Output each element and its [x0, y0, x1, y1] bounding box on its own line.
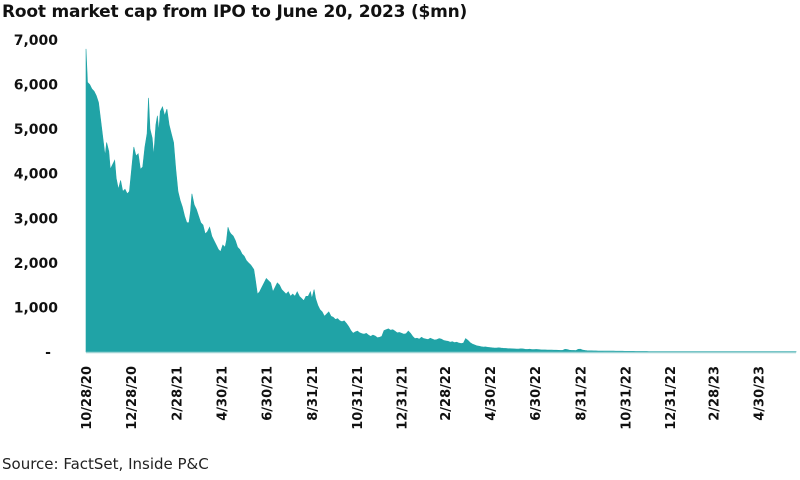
y-tick-label: -	[45, 345, 51, 361]
x-tick-label: 2/28/21	[171, 366, 186, 421]
y-tick-label: 1,000	[14, 300, 59, 316]
x-tick-label: 6/30/21	[260, 366, 275, 421]
x-tick-label: 10/31/21	[351, 366, 366, 430]
source-note: Source: FactSet, Inside P&C	[2, 455, 209, 473]
x-tick-label: 6/30/22	[529, 366, 544, 421]
series-area	[85, 48, 797, 353]
x-tick-label: 8/31/22	[574, 366, 589, 421]
x-tick-label: 4/30/23	[753, 366, 768, 421]
y-axis: - 1,000 2,000 3,000 4,000 5,000 6,000 7,000	[14, 33, 59, 361]
plot-area	[85, 48, 797, 354]
y-tick-label: 3,000	[14, 211, 59, 227]
y-tick-label: 6,000	[14, 78, 59, 94]
y-tick-label: 4,000	[14, 167, 59, 183]
x-tick-label: 12/31/21	[396, 366, 411, 430]
x-tick-label: 4/30/21	[215, 366, 230, 421]
x-tick-label: 10/31/22	[619, 366, 634, 430]
x-tick-label: 10/28/20	[80, 366, 95, 430]
chart-title: Root market cap from IPO to June 20, 202…	[2, 2, 468, 22]
x-axis: 10/28/20 12/28/20 2/28/21 4/30/21 6/30/21 8/3…	[80, 366, 768, 430]
y-tick-label: 5,000	[14, 122, 59, 138]
x-tick-label: 12/28/20	[125, 366, 140, 430]
x-tick-label: 8/31/21	[306, 366, 321, 421]
x-tick-label: 2/28/23	[708, 366, 723, 421]
y-tick-label: 7,000	[14, 33, 59, 49]
y-tick-label: 2,000	[14, 256, 59, 272]
x-tick-label: 2/28/22	[439, 366, 454, 421]
x-tick-label: 12/31/22	[664, 366, 679, 430]
x-tick-label: 4/30/22	[484, 366, 499, 421]
